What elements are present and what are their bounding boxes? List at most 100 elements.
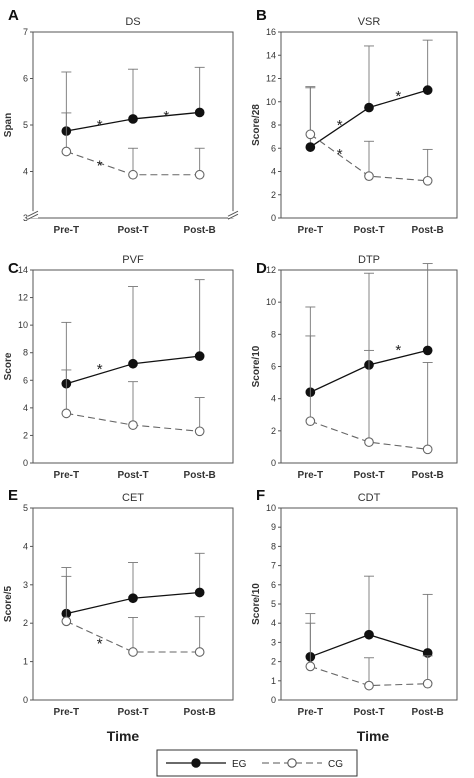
y-axis-label: Score/5: [3, 585, 14, 622]
x-category-label: Pre-T: [298, 707, 324, 718]
y-tick-label: 8: [271, 329, 276, 339]
significance-marker: *: [163, 108, 169, 125]
y-tick-label: 3: [271, 637, 276, 647]
data-point: [194, 426, 205, 437]
y-axis-label: Score: [3, 352, 14, 380]
panel-letter: A: [8, 7, 19, 24]
y-tick-label: 9: [271, 522, 276, 532]
y-tick-label: 10: [18, 320, 28, 330]
x-category-label: Post-B: [412, 470, 444, 481]
x-category-label: Post-T: [353, 470, 384, 481]
significance-marker: *: [395, 88, 401, 105]
axis-break-right-mark: [227, 213, 239, 220]
y-tick-label: 4: [271, 167, 276, 177]
x-category-label: Post-T: [353, 225, 384, 236]
y-tick-label: 8: [23, 348, 28, 358]
y-tick-label: 6: [271, 580, 276, 590]
y-tick-label: 6: [23, 375, 28, 385]
series-eg: [61, 279, 205, 389]
data-point: [128, 358, 138, 369]
data-point: [422, 444, 433, 455]
panel-title: CET: [122, 492, 144, 504]
panels: A DS 3 4 5 6 7 Span Pre-T Post-T Post-B * * * B VSR 0 2 4 6…: [3, 7, 458, 718]
y-tick-label: 1: [271, 676, 276, 686]
x-category-label: Post-B: [412, 225, 444, 236]
y-tick-label: 3: [23, 213, 28, 223]
y-tick-label: 4: [271, 394, 276, 404]
axis-break-right-gap: [228, 211, 238, 219]
panel-title: CDT: [358, 492, 381, 504]
data-point: [61, 146, 72, 157]
data-point: [128, 169, 138, 180]
panel-e: E CET 0 1 2 3 4 5 Score/5 Pre-T Post-T Post-B *: [3, 487, 234, 718]
y-tick-label: 12: [18, 293, 28, 303]
data-point: [128, 420, 138, 430]
y-tick-label: 5: [23, 503, 28, 513]
y-tick-label: 6: [23, 74, 28, 84]
x-category-label: Pre-T: [54, 225, 80, 236]
legend-cg-label: CG: [328, 759, 343, 770]
y-tick-label: 2: [271, 657, 276, 667]
x-category-label: Post-B: [184, 225, 216, 236]
y-tick-label: 10: [266, 297, 276, 307]
data-point: [194, 647, 205, 657]
x-category-label: Pre-T: [54, 470, 80, 481]
y-tick-label: 14: [18, 265, 28, 275]
y-tick-label: 8: [271, 120, 276, 130]
data-point: [194, 351, 205, 362]
data-point: [194, 107, 205, 118]
y-tick-label: 0: [271, 695, 276, 705]
x-category-label: Post-T: [353, 707, 384, 718]
y-tick-label: 4: [23, 167, 28, 177]
data-point: [128, 647, 138, 657]
y-axis-label: Score/10: [251, 345, 262, 387]
y-tick-label: 7: [271, 561, 276, 571]
series-cg: [305, 622, 433, 691]
x-axis-title-right: Time: [357, 728, 390, 744]
y-tick-label: 10: [266, 97, 276, 107]
panel-b: B VSR 0 2 4 6 8 10 12 14 16 Score/28 Pre-T Post-T Post…: [251, 7, 458, 236]
data-point: [194, 169, 205, 180]
y-tick-label: 5: [23, 120, 28, 130]
panel-d: D DTP 0 2 4 6 8 10 12 Score/10 Pre-T Post-T Post-B *: [251, 254, 458, 481]
panel-letter: C: [8, 260, 19, 277]
series-cg: [61, 575, 205, 657]
x-category-label: Pre-T: [298, 470, 324, 481]
panel-letter: E: [8, 487, 18, 504]
y-tick-label: 7: [23, 27, 28, 37]
panel-c: C PVF 0 2 4 6 8 10 12 14 Score Pre-T Post-T Post-B *: [3, 254, 234, 481]
y-tick-label: 0: [271, 213, 276, 223]
y-tick-label: 0: [23, 695, 28, 705]
panel-title: DS: [125, 16, 140, 28]
legend: EG CG: [156, 749, 358, 777]
data-point: [305, 142, 316, 152]
legend-eg-marker: [191, 758, 201, 768]
y-tick-label: 2: [271, 426, 276, 436]
series-eg: [61, 66, 205, 136]
data-point: [364, 437, 374, 447]
data-point: [422, 85, 433, 95]
data-point: [364, 171, 374, 181]
x-category-label: Pre-T: [298, 225, 324, 236]
data-point: [305, 129, 316, 140]
series-cg: [305, 87, 433, 186]
series-line: [310, 420, 428, 450]
y-tick-label: 0: [271, 458, 276, 468]
x-category-label: Pre-T: [54, 707, 80, 718]
data-point: [422, 678, 433, 689]
y-tick-label: 6: [271, 362, 276, 372]
series-eg: [305, 39, 433, 152]
significance-marker: *: [97, 117, 103, 134]
x-category-label: Post-B: [412, 707, 444, 718]
y-tick-label: 16: [266, 27, 276, 37]
y-tick-label: 4: [271, 618, 276, 628]
panel-title: DTP: [358, 254, 380, 266]
data-point: [364, 102, 374, 113]
y-tick-label: 0: [23, 458, 28, 468]
panel-title: VSR: [358, 16, 381, 28]
plot-frame: [32, 269, 234, 464]
data-point: [364, 629, 374, 640]
data-point: [305, 416, 316, 427]
y-axis-label: Score/28: [251, 104, 262, 146]
